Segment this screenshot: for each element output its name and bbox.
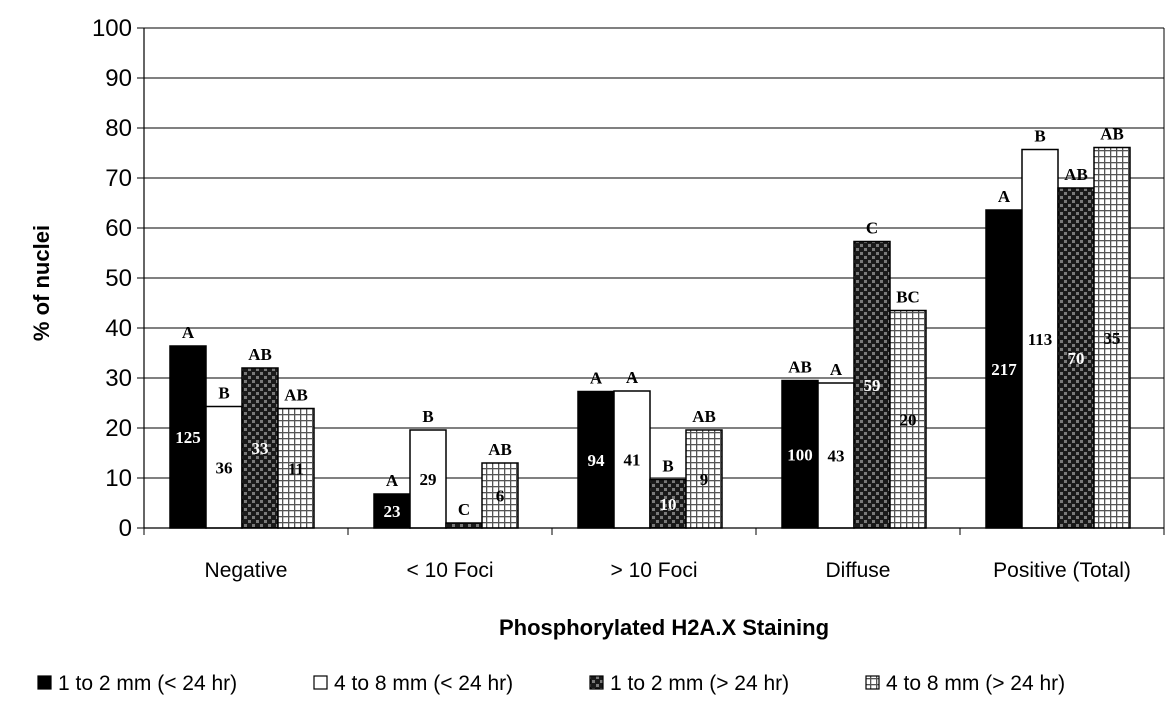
bar	[613, 390, 651, 529]
legend-swatch	[865, 675, 880, 690]
bar	[205, 405, 243, 529]
legend: 1 to 2 mm (< 24 hr) 4 to 8 mm (< 24 hr) 1 …	[37, 672, 1065, 695]
x-tick-label: < 10 Foci	[407, 559, 494, 582]
bar	[1057, 187, 1095, 529]
count-label: 125	[175, 428, 201, 447]
legend-entry: 1 to 2 mm (> 24 hr)	[610, 672, 789, 695]
x-tick-label: > 10 Foci	[611, 559, 698, 582]
legend-entry: 4 to 8 mm (< 24 hr)	[334, 672, 513, 695]
count-label: 35	[1104, 329, 1121, 348]
count-label: 43	[828, 447, 845, 466]
significance-label: A	[998, 187, 1011, 206]
count-label: 59	[864, 376, 881, 395]
y-tick-label: 70	[105, 165, 132, 192]
count-label: 36	[216, 458, 233, 477]
legend-swatch	[313, 675, 328, 690]
legend-swatch	[37, 675, 52, 690]
bar	[853, 240, 891, 529]
significance-label: B	[218, 384, 229, 403]
x-tick-label: Positive (Total)	[993, 559, 1131, 582]
y-tick-label: 30	[105, 365, 132, 392]
significance-label: C	[866, 219, 878, 238]
significance-label: B	[1034, 127, 1045, 146]
legend-swatch	[589, 675, 604, 690]
count-label: 11	[288, 459, 304, 478]
bars	[169, 146, 1131, 529]
count-label: 217	[991, 360, 1017, 379]
bar	[277, 407, 315, 529]
bar	[889, 309, 927, 529]
count-label: 113	[1028, 330, 1053, 349]
count-label: 6	[496, 487, 505, 506]
significance-label: B	[422, 407, 433, 426]
bar	[817, 382, 855, 529]
count-label: 9	[700, 470, 709, 489]
count-label: 23	[384, 502, 401, 521]
significance-label: A	[386, 471, 399, 490]
count-label: 41	[624, 451, 641, 470]
bar	[1093, 146, 1131, 529]
significance-label: A	[182, 323, 195, 342]
axes: 0 10 20 30 40 50 60 70 80 90 100 Negative < 10 Foci >…	[29, 15, 1165, 640]
count-label: 94	[588, 451, 606, 470]
count-label: 20	[900, 410, 917, 429]
y-tick-label: 100	[92, 15, 132, 42]
y-axis-title: % of nuclei	[29, 225, 54, 341]
significance-label: A	[830, 360, 843, 379]
y-tick-label: 90	[105, 65, 132, 92]
x-axis-title: Phosphorylated H2A.X Staining	[499, 615, 829, 640]
count-label: 33	[252, 439, 269, 458]
y-tick-label: 80	[105, 115, 132, 142]
significance-label: A	[590, 369, 603, 388]
count-label: 29	[420, 470, 437, 489]
bar	[373, 493, 411, 529]
x-tick-label: Diffuse	[826, 559, 891, 582]
significance-label: C	[458, 500, 470, 519]
significance-label: AB	[248, 345, 272, 364]
significance-label: AB	[692, 407, 716, 426]
bar	[445, 522, 483, 529]
y-tick-label: 10	[105, 465, 132, 492]
y-tick-label: 20	[105, 415, 132, 442]
bar	[481, 462, 519, 529]
count-label: 70	[1068, 349, 1085, 368]
legend-entry: 1 to 2 mm (< 24 hr)	[58, 672, 237, 695]
significance-label: B	[662, 457, 673, 476]
x-tick-label: Negative	[205, 559, 288, 582]
significance-label: AB	[284, 386, 308, 405]
significance-label: AB	[1100, 125, 1124, 144]
bar	[649, 478, 687, 529]
count-label: 10	[660, 495, 677, 514]
significance-label: A	[626, 368, 639, 387]
y-tick-label: 40	[105, 315, 132, 342]
significance-label: AB	[1064, 165, 1088, 184]
y-tick-label: 60	[105, 215, 132, 242]
y-tick-label: 0	[119, 515, 132, 542]
count-label: 100	[787, 445, 813, 464]
significance-label: AB	[488, 440, 512, 459]
y-tick-label: 50	[105, 265, 132, 292]
bar	[409, 429, 447, 529]
significance-label: AB	[788, 358, 812, 377]
significance-label: BC	[896, 288, 920, 307]
legend-entry: 4 to 8 mm (> 24 hr)	[886, 672, 1065, 695]
